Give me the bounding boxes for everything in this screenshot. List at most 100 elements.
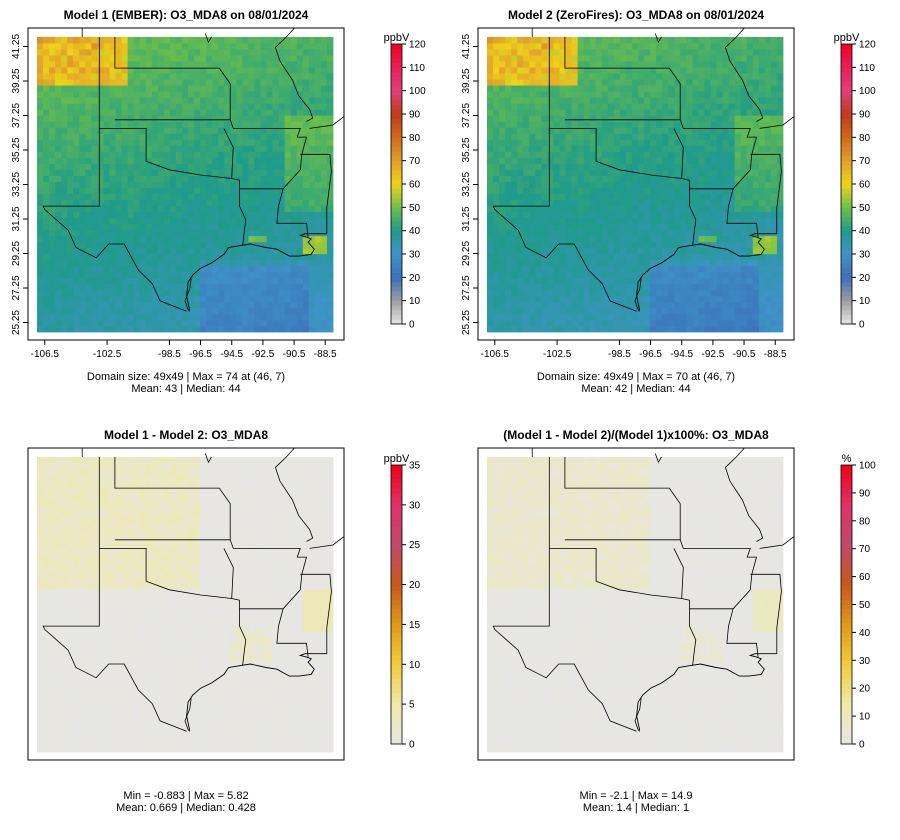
heatmap-cell xyxy=(680,133,687,140)
heatmap-cell xyxy=(577,325,585,333)
heatmap-cell xyxy=(728,181,736,188)
heatmap-cell xyxy=(73,151,80,158)
heatmap-cell xyxy=(175,241,183,249)
heatmap-cell xyxy=(638,289,645,297)
heatmap-cell xyxy=(308,217,316,225)
heatmap-cell xyxy=(746,217,754,225)
heatmap-cell xyxy=(284,151,292,158)
heatmap-cell xyxy=(266,181,273,188)
heatmap-cell xyxy=(631,313,639,321)
heatmap-cell xyxy=(200,79,207,86)
heatmap-cell xyxy=(212,283,219,291)
heatmap-cell xyxy=(613,151,621,158)
heatmap-cell xyxy=(103,85,110,92)
heatmap-cell xyxy=(49,217,56,225)
heatmap-cell xyxy=(248,145,255,152)
heatmap-cell xyxy=(157,199,165,206)
heatmap-cell xyxy=(583,217,591,225)
state-border xyxy=(634,278,642,312)
heatmap-cell xyxy=(43,235,50,243)
heatmap-cell xyxy=(175,103,183,110)
heatmap-cell xyxy=(181,109,189,116)
heatmap-cell xyxy=(314,85,322,92)
heatmap-cell xyxy=(236,169,243,176)
heatmap-cell xyxy=(523,115,530,122)
heatmap-cell xyxy=(49,313,56,321)
heatmap-cell xyxy=(493,247,500,255)
heatmap-cell xyxy=(121,187,129,194)
heatmap-cell xyxy=(272,85,280,92)
heatmap-cell xyxy=(656,307,663,315)
heatmap-cell xyxy=(487,253,494,261)
heatmap-cell xyxy=(577,43,585,50)
heatmap-cell xyxy=(638,121,645,128)
heatmap-cell xyxy=(242,163,249,170)
heatmap-cell xyxy=(716,151,723,158)
heatmap-cell xyxy=(314,55,322,62)
heatmap-cell xyxy=(320,313,328,321)
heatmap-cell xyxy=(127,91,135,98)
heatmap-cell xyxy=(127,283,135,291)
heatmap-cell xyxy=(644,223,651,231)
heatmap-cell xyxy=(284,253,292,261)
heatmap-cell xyxy=(638,145,645,152)
heatmap-cell xyxy=(517,139,524,146)
heatmap-cell xyxy=(61,181,68,188)
heatmap-cell xyxy=(188,49,195,56)
heatmap-cell xyxy=(157,151,165,158)
heatmap-cell xyxy=(680,211,687,219)
heatmap-cell xyxy=(139,43,147,50)
heatmap-cell xyxy=(619,37,627,44)
heatmap-cell xyxy=(278,187,286,194)
heatmap-cell xyxy=(595,289,603,297)
heatmap-cell xyxy=(722,79,730,86)
heatmap-cell xyxy=(517,259,524,267)
colorbar-swatch xyxy=(391,263,402,269)
heatmap-cell xyxy=(163,181,171,188)
heatmap-cell xyxy=(67,253,74,261)
heatmap-cell xyxy=(49,133,56,140)
heatmap-cell xyxy=(121,73,129,80)
heatmap-cell xyxy=(224,145,231,152)
heatmap-cell xyxy=(224,109,231,116)
heatmap-cell xyxy=(541,229,548,237)
heatmap-cell xyxy=(43,91,50,98)
heatmap-cell xyxy=(613,157,621,164)
heatmap-cell xyxy=(242,37,249,44)
heatmap-cell xyxy=(224,103,231,110)
heatmap-cell xyxy=(668,313,675,321)
heatmap-cell xyxy=(145,163,153,170)
heatmap-cell xyxy=(619,133,627,140)
heatmap-cell xyxy=(91,259,98,267)
heatmap-cell xyxy=(254,295,261,303)
heatmap-cell xyxy=(200,325,207,333)
heatmap-cell xyxy=(109,265,116,273)
heatmap-cell xyxy=(583,265,591,273)
heatmap-cell xyxy=(97,223,104,231)
colorbar-swatch xyxy=(391,207,402,213)
heatmap-cell xyxy=(698,277,705,285)
heatmap-cell xyxy=(577,133,585,140)
heatmap-cell xyxy=(308,229,316,237)
heatmap-cell xyxy=(535,301,542,309)
heatmap-cell xyxy=(764,61,772,68)
heatmap-cell xyxy=(97,151,104,158)
heatmap-cell xyxy=(181,43,189,50)
heatmap-cell xyxy=(668,121,675,128)
colorbar xyxy=(840,43,856,325)
heatmap-cell xyxy=(746,289,754,297)
heatmap-cell xyxy=(493,277,500,285)
heatmap-cell xyxy=(559,205,566,212)
heatmap-cell xyxy=(272,127,280,134)
heatmap-cell xyxy=(523,127,530,134)
heatmap-cell xyxy=(248,313,255,321)
heatmap-cell xyxy=(523,295,530,303)
heatmap-cell xyxy=(607,271,615,279)
heatmap-cell xyxy=(37,121,44,128)
heatmap-cell xyxy=(284,193,292,200)
heatmap-cell xyxy=(248,139,255,146)
heatmap-cell xyxy=(308,145,316,152)
heatmap-cell xyxy=(169,217,177,225)
heatmap-cell xyxy=(139,253,147,261)
heatmap-cell xyxy=(505,109,512,116)
